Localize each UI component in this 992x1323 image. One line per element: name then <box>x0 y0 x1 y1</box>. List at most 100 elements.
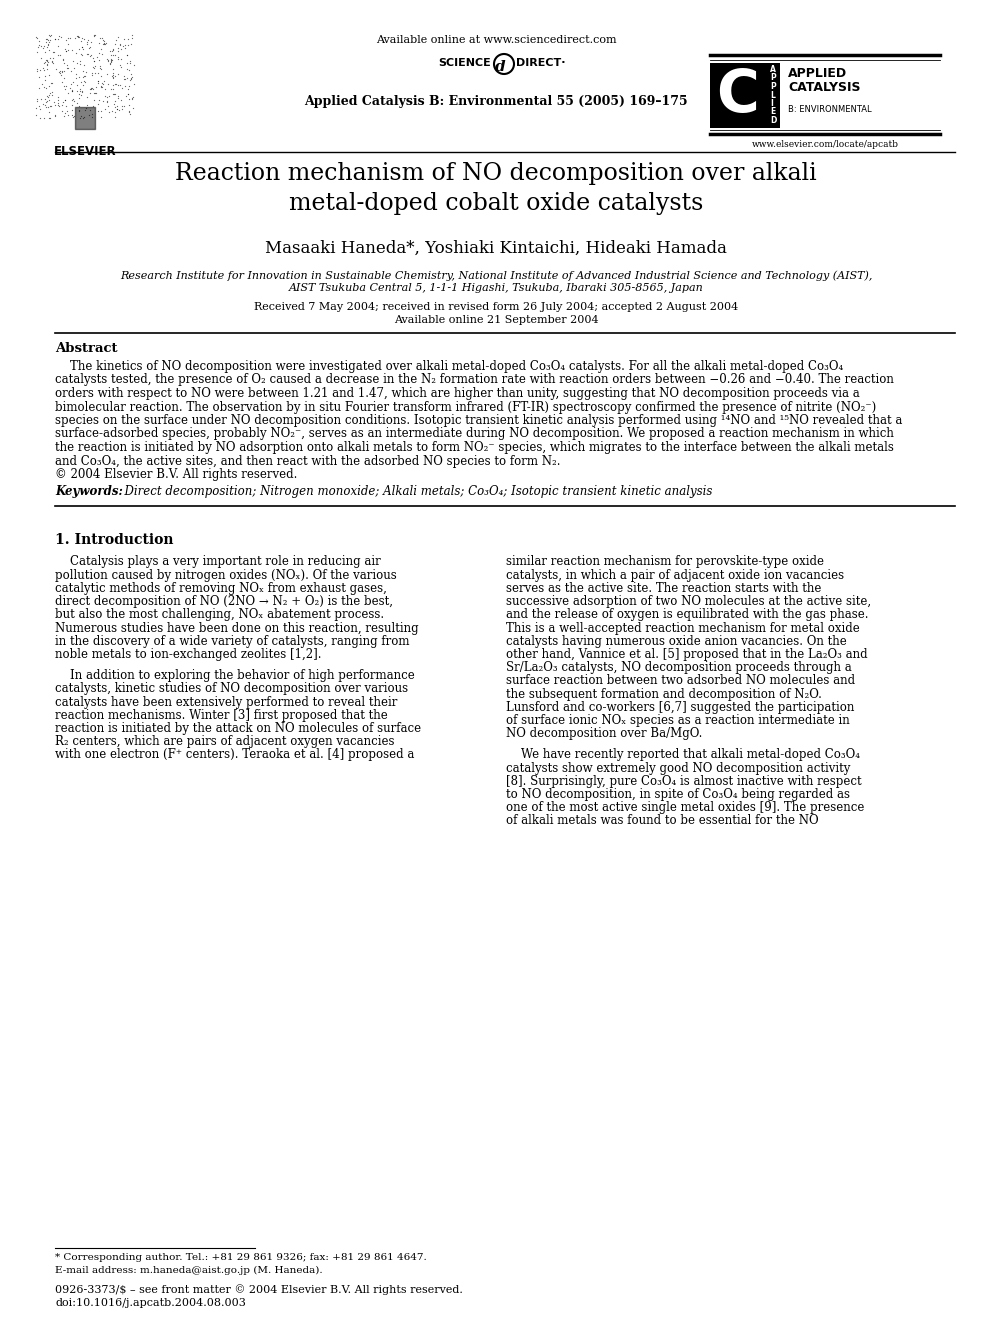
Point <box>125 86 141 107</box>
Point <box>116 66 132 87</box>
Point <box>61 57 76 78</box>
Point <box>74 107 90 128</box>
Point <box>114 99 130 120</box>
Point <box>86 82 102 103</box>
Point <box>64 81 80 102</box>
Point <box>65 89 81 110</box>
Point <box>82 32 98 53</box>
Point <box>70 66 86 87</box>
Point <box>117 37 133 58</box>
Text: Direct decomposition; Nitrogen monoxide; Alkali metals; Co₃O₄; Isotopic transien: Direct decomposition; Nitrogen monoxide;… <box>117 486 712 499</box>
Text: E: E <box>770 107 776 116</box>
Point <box>95 29 111 50</box>
Text: R₂ centers, which are pairs of adjacent oxygen vacancies: R₂ centers, which are pairs of adjacent … <box>55 736 395 747</box>
Point <box>54 61 69 82</box>
Point <box>83 45 99 66</box>
Point <box>105 38 121 60</box>
Point <box>39 37 55 58</box>
Point <box>95 33 111 54</box>
Point <box>47 105 62 126</box>
Point <box>116 29 132 50</box>
Text: [8]. Surprisingly, pure Co₃O₄ is almost inactive with respect: [8]. Surprisingly, pure Co₃O₄ is almost … <box>506 775 862 787</box>
Text: APPLIED: APPLIED <box>788 67 847 79</box>
Point <box>105 67 121 89</box>
Point <box>80 105 96 126</box>
Point <box>103 49 119 70</box>
Point <box>104 40 120 61</box>
Point <box>76 29 92 50</box>
Point <box>41 52 57 73</box>
Text: Sr/La₂O₃ catalysts, NO decomposition proceeds through a: Sr/La₂O₃ catalysts, NO decomposition pro… <box>506 662 852 675</box>
Point <box>59 54 74 75</box>
Point <box>37 94 53 115</box>
Text: doi:10.1016/j.apcatb.2004.08.003: doi:10.1016/j.apcatb.2004.08.003 <box>55 1298 246 1308</box>
Point <box>52 62 67 83</box>
Text: catalysts having numerous oxide anion vacancies. On the: catalysts having numerous oxide anion va… <box>506 635 847 648</box>
Point <box>94 44 110 65</box>
Text: to NO decomposition, in spite of Co₃O₄ being regarded as: to NO decomposition, in spite of Co₃O₄ b… <box>506 789 850 800</box>
Point <box>120 34 136 56</box>
Point <box>95 34 111 56</box>
Point <box>36 77 52 98</box>
Point <box>53 61 68 82</box>
Point <box>112 33 128 54</box>
Point <box>46 41 62 62</box>
Point <box>110 64 126 85</box>
Point <box>39 91 55 112</box>
Point <box>45 48 61 69</box>
Point <box>54 62 69 83</box>
Point <box>36 36 52 57</box>
Point <box>102 40 118 61</box>
Text: metal-doped cobalt oxide catalysts: metal-doped cobalt oxide catalysts <box>289 192 703 216</box>
Point <box>70 25 86 46</box>
Point <box>121 75 137 97</box>
Point <box>32 95 48 116</box>
Point <box>90 70 106 91</box>
Point <box>105 66 121 87</box>
Point <box>38 49 54 70</box>
Point <box>59 41 74 62</box>
Point <box>71 87 87 108</box>
Point <box>36 57 52 78</box>
Point <box>32 60 48 81</box>
Point <box>68 74 84 95</box>
Point <box>45 52 61 73</box>
Point <box>73 44 89 65</box>
Point <box>93 65 109 86</box>
Point <box>31 77 47 98</box>
Text: orders with respect to NO were between 1.21 and 1.47, which are higher than unit: orders with respect to NO were between 1… <box>55 388 860 400</box>
Point <box>77 71 93 93</box>
Point <box>47 106 62 127</box>
Point <box>80 44 96 65</box>
Text: A: A <box>770 65 776 74</box>
Point <box>122 103 138 124</box>
Point <box>53 65 68 86</box>
Point <box>40 50 56 71</box>
Text: Applied Catalysis B: Environmental 55 (2005) 169–175: Applied Catalysis B: Environmental 55 (2… <box>305 95 687 108</box>
Point <box>41 97 57 118</box>
Point <box>85 95 101 116</box>
Point <box>51 29 66 50</box>
Point <box>56 106 71 127</box>
Point <box>44 95 60 116</box>
Point <box>82 45 98 66</box>
Point <box>43 107 59 128</box>
Point <box>59 95 74 116</box>
Point <box>37 65 53 86</box>
Point <box>59 57 74 78</box>
Point <box>55 94 70 115</box>
Point <box>86 89 102 110</box>
Point <box>82 77 98 98</box>
Text: and the release of oxygen is equilibrated with the gas phase.: and the release of oxygen is equilibrate… <box>506 609 869 622</box>
Text: species on the surface under NO decomposition conditions. Isotopic transient kin: species on the surface under NO decompos… <box>55 414 903 427</box>
Point <box>69 93 85 114</box>
Point <box>34 73 50 94</box>
Point <box>112 34 128 56</box>
Point <box>113 48 129 69</box>
Point <box>71 101 87 122</box>
Point <box>105 58 121 79</box>
Point <box>94 77 110 98</box>
Point <box>83 78 99 99</box>
Point <box>74 66 90 87</box>
Point <box>85 57 101 78</box>
